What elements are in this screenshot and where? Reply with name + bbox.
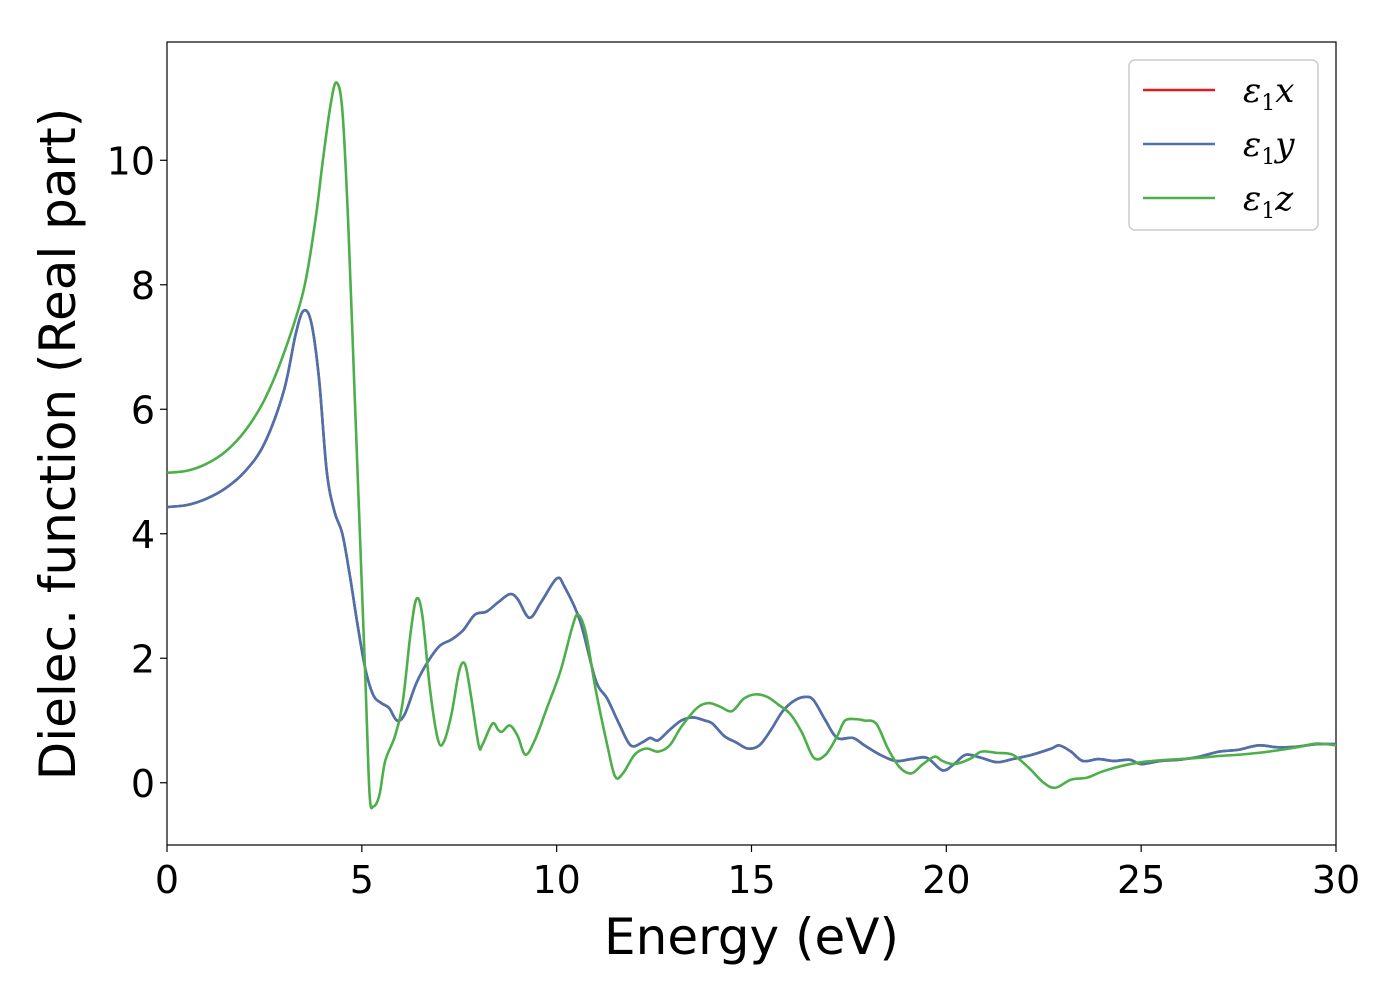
x-axis: 0 5 10 15 20 25 30 [155,845,1360,902]
legend-label-y: ε1y [1243,125,1295,170]
series-line-y [166,308,1337,772]
x-tick-label: 10 [532,858,580,902]
legend: ε1x ε1y ε1z [1128,59,1319,231]
y-tick-label: 4 [131,513,155,557]
y-axis-label: Dielec. function (Real part) [29,108,87,780]
x-tick-label: 5 [350,858,374,902]
series-line-z [166,81,1337,810]
y-axis: 0 2 4 6 8 10 [107,139,167,806]
series-layer [166,81,1337,810]
x-tick-label: 15 [727,858,775,902]
x-tick-label: 30 [1312,858,1360,902]
y-tick-label: 0 [131,762,155,806]
y-tick-label: 10 [107,139,155,183]
x-axis-label: Energy (eV) [604,908,899,966]
legend-box [1128,59,1319,231]
y-tick-label: 6 [131,388,155,432]
legend-label-x: ε1x [1243,71,1294,116]
x-tick-label: 20 [922,858,970,902]
y-tick-label: 2 [131,637,155,681]
x-tick-label: 0 [155,858,179,902]
y-tick-label: 8 [131,264,155,308]
legend-label-z: ε1z [1243,179,1294,224]
x-tick-label: 25 [1117,858,1165,902]
